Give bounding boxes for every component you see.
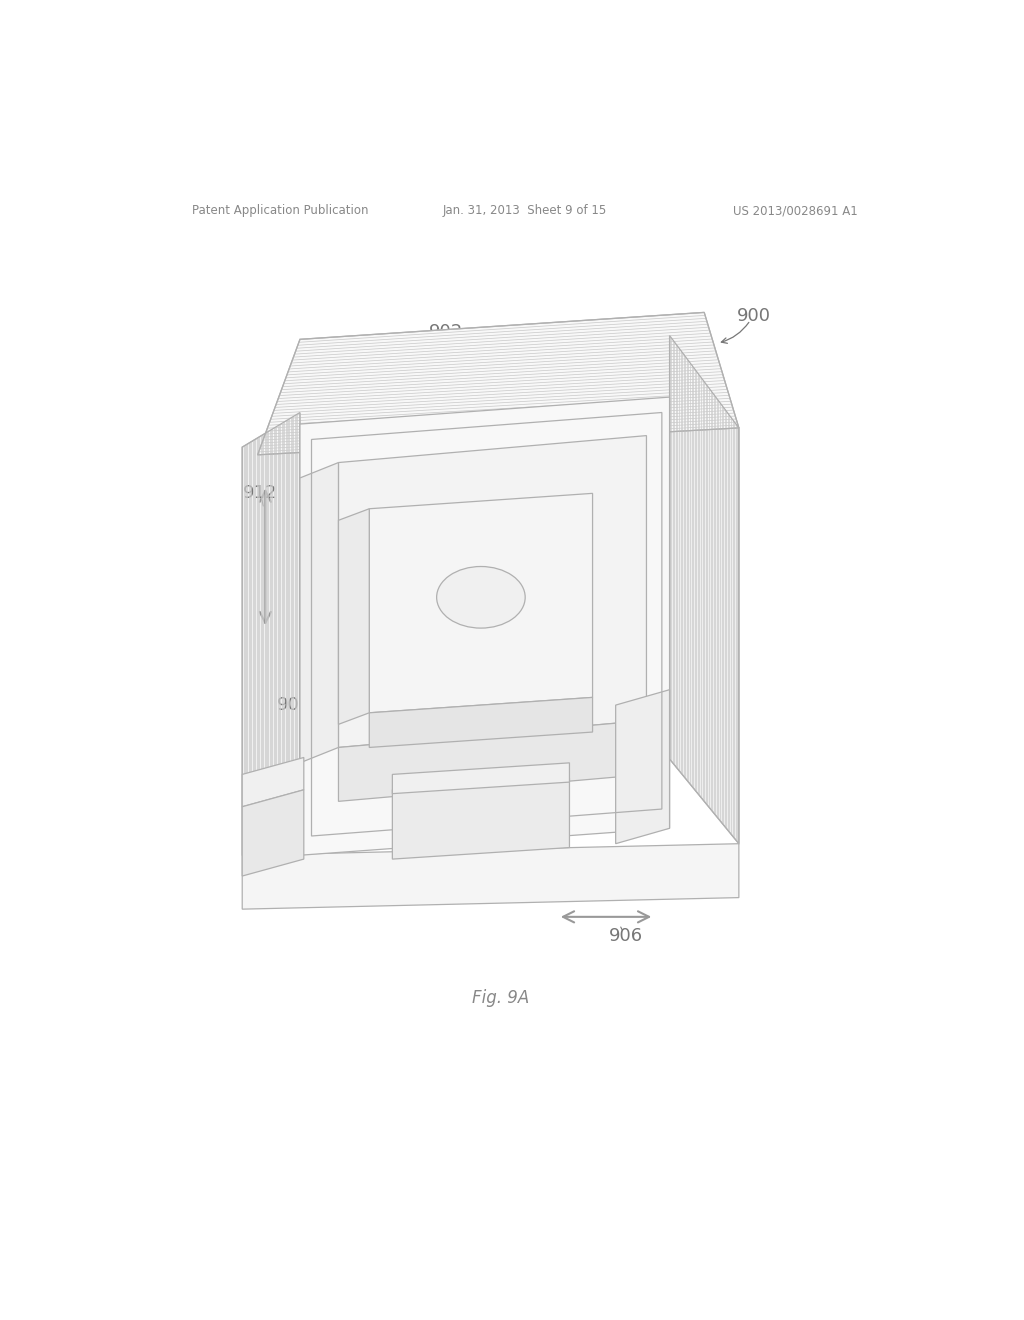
Text: Fig. 9A: Fig. 9A [471, 989, 528, 1007]
Polygon shape [300, 462, 339, 763]
Polygon shape [392, 779, 569, 859]
Polygon shape [670, 335, 739, 843]
Polygon shape [339, 721, 646, 801]
Polygon shape [370, 697, 593, 747]
Polygon shape [339, 508, 370, 725]
Polygon shape [258, 313, 739, 455]
Polygon shape [392, 763, 569, 793]
Text: 900: 900 [737, 308, 771, 325]
Polygon shape [370, 494, 593, 713]
Text: 902: 902 [429, 322, 464, 341]
Text: 906: 906 [608, 927, 643, 945]
Ellipse shape [436, 566, 525, 628]
Text: US 2013/0028691 A1: US 2013/0028691 A1 [733, 205, 857, 218]
Polygon shape [300, 397, 670, 855]
Text: 904: 904 [276, 696, 311, 714]
Text: Jan. 31, 2013  Sheet 9 of 15: Jan. 31, 2013 Sheet 9 of 15 [442, 205, 607, 218]
Polygon shape [243, 789, 304, 876]
Polygon shape [339, 436, 646, 747]
Polygon shape [243, 412, 300, 855]
Polygon shape [615, 689, 670, 843]
Text: 914: 914 [521, 735, 556, 752]
Text: 918: 918 [285, 828, 318, 845]
Text: Patent Application Publication: Patent Application Publication [193, 205, 369, 218]
Polygon shape [243, 758, 304, 807]
Polygon shape [243, 843, 739, 909]
Text: 912: 912 [243, 484, 278, 503]
